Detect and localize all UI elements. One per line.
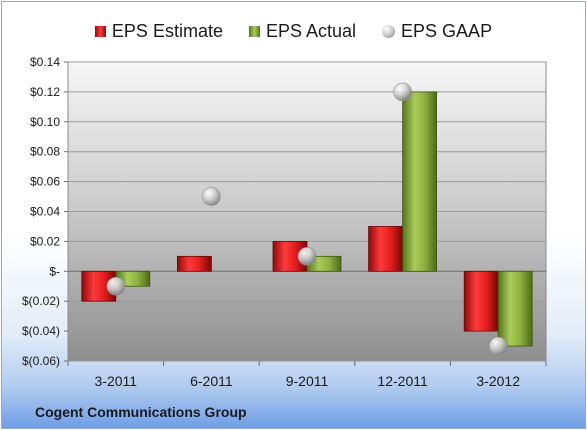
bubble-eps-gaap	[297, 247, 317, 266]
bar-eps-actual	[497, 270, 533, 347]
legend-swatch-green	[248, 25, 260, 37]
y-tick-label: $0.08	[30, 145, 60, 159]
bubble-eps-gaap	[202, 187, 221, 206]
legend: EPS Estimate EPS Actual EPS GAAP	[2, 18, 585, 44]
bubble-eps-gaap	[393, 82, 412, 102]
y-tick-label: $(0.02)	[22, 294, 60, 308]
legend-label: EPS GAAP	[401, 20, 493, 41]
legend-item-eps-gaap: EPS GAAP	[382, 21, 492, 42]
bar-eps-estimate	[368, 226, 404, 272]
y-tick-label: $0.14	[30, 55, 60, 69]
y-tick-label: $(0.06)	[22, 354, 60, 368]
x-tick-label: 6-2011	[190, 373, 233, 389]
y-tick-label: $(0.04)	[22, 324, 60, 338]
legend-swatch-red	[94, 25, 106, 37]
y-tick-label: $0.06	[30, 175, 60, 189]
bar-eps-estimate	[463, 270, 499, 332]
legend-label: EPS Actual	[265, 20, 357, 41]
x-tick-label: 3-2012	[476, 373, 520, 389]
legend-item-eps-actual: EPS Actual	[248, 20, 357, 42]
bar-eps-estimate	[176, 255, 212, 272]
y-tick-label: $0.10	[30, 115, 60, 129]
legend-bubble	[382, 24, 396, 38]
y-tick-label: $0.02	[30, 234, 60, 248]
bar-eps-actual	[402, 91, 438, 272]
bubble-eps-gaap	[106, 276, 126, 296]
x-tick-label: 12-2011	[377, 373, 428, 389]
y-tick-label: $0.12	[30, 85, 60, 99]
y-tick-label: $-	[49, 264, 60, 278]
x-tick-label: 3-2011	[95, 373, 138, 389]
y-tick-label: $0.04	[30, 205, 60, 219]
x-tick-label: 9-2011	[286, 373, 329, 389]
company-name: Cogent Communications Group	[35, 404, 247, 420]
bubble-eps-gaap	[488, 336, 508, 356]
legend-item-eps-estimate: EPS Estimate	[94, 20, 223, 42]
legend-label: EPS Estimate	[111, 20, 223, 41]
